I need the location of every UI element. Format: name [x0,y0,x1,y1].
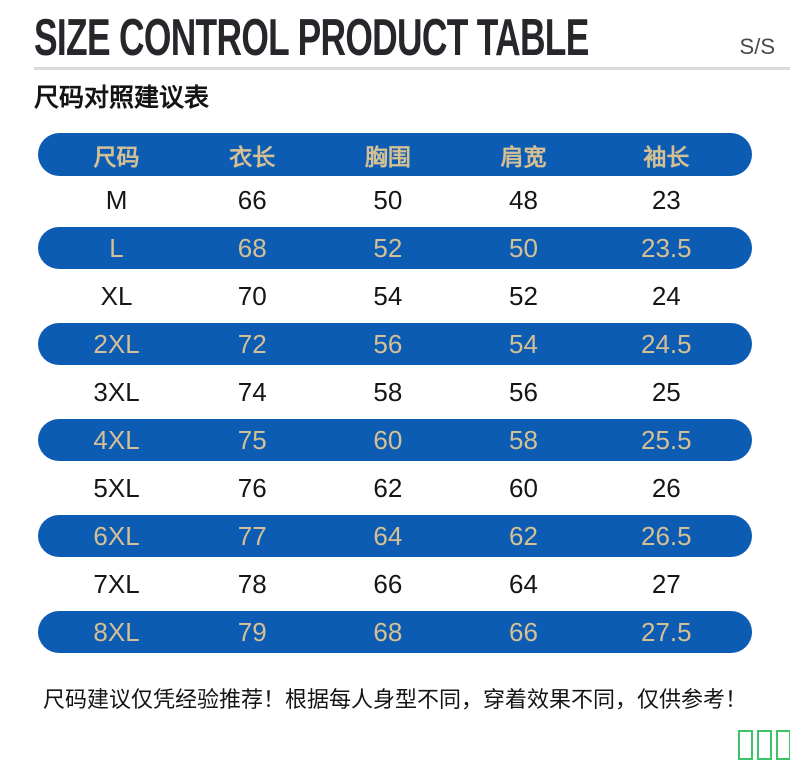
table-cell-size: 4XL [93,424,140,455]
table-cell-chest: 62 [373,472,403,503]
table-cell-shoulder: 66 [509,616,538,647]
table-cell-sleeve: 25 [651,376,681,407]
table-row: XL 70 54 52 24 [38,272,752,320]
table-cell-chest: 54 [373,280,403,311]
table-row: L 68 52 50 23.5 [38,227,752,269]
table-cell-chest: 50 [373,184,403,215]
table-row: 4XL 75 60 58 25.5 [38,419,752,461]
page-title: SIZE CONTROL PRODUCT TABLE [34,9,589,67]
season-label: S/S [739,34,775,59]
size-table: 尺码 衣长 胸围 肩宽 袖长 M 66 50 48 23 L 68 52 50 … [38,133,752,656]
table-row: 8XL 79 68 66 27.5 [38,611,752,653]
table-cell-chest: 68 [373,616,403,647]
table-cell-size: 5XL [93,472,140,503]
watermark-box [738,730,753,760]
subtitle: 尺码对照建议表 [34,84,210,112]
table-cell-size: 8XL [93,616,140,647]
watermark-box [776,730,790,760]
table-cell-shoulder: 62 [509,520,538,551]
table-cell-length: 66 [237,184,267,215]
table-cell-chest: 66 [373,568,403,599]
table-cell-sleeve: 25.5 [641,424,692,455]
table-row: 7XL 78 66 64 27 [38,560,752,608]
table-cell-chest: 52 [373,232,403,263]
table-cell-chest: 64 [373,520,403,551]
table-cell-size: 7XL [93,568,140,599]
table-cell-size: 3XL [93,376,140,407]
table-cell-shoulder: 56 [509,376,538,407]
table-cell-sleeve: 26.5 [641,520,692,551]
table-cell-size: 6XL [93,520,140,551]
table-row: 3XL 74 58 56 25 [38,368,752,416]
column-header-length: 衣长 [229,143,276,170]
column-header-shoulder: 肩宽 [500,143,547,170]
column-header-sleeve: 袖长 [643,143,690,170]
table-cell-size: M [105,184,128,215]
table-cell-shoulder: 64 [509,568,538,599]
table-cell-length: 77 [237,520,267,551]
table-cell-size: XL [100,280,133,311]
table-cell-sleeve: 23 [651,184,681,215]
table-cell-sleeve: 27.5 [641,616,692,647]
table-cell-length: 68 [237,232,267,263]
column-header-size: 尺码 [93,143,140,170]
table-row: M 66 50 48 23 [38,176,752,224]
table-cell-chest: 56 [373,328,403,359]
table-row: 2XL 72 56 54 24.5 [38,323,752,365]
table-cell-chest: 58 [373,376,403,407]
table-cell-shoulder: 48 [509,184,538,215]
table-cell-length: 78 [237,568,267,599]
table-cell-shoulder: 52 [509,280,538,311]
table-cell-length: 72 [237,328,267,359]
table-cell-sleeve: 23.5 [641,232,692,263]
table-cell-length: 79 [237,616,267,647]
size-table-body: M 66 50 48 23 L 68 52 50 23.5 XL 70 54 5… [38,176,752,653]
table-cell-chest: 60 [373,424,403,455]
table-cell-shoulder: 50 [509,232,538,263]
table-cell-length: 74 [237,376,267,407]
table-cell-length: 70 [237,280,267,311]
watermark-box [757,730,772,760]
table-cell-shoulder: 58 [509,424,538,455]
table-cell-sleeve: 26 [651,472,681,503]
table-cell-sleeve: 27 [651,568,681,599]
watermark [738,730,790,760]
table-cell-shoulder: 54 [509,328,538,359]
column-header-chest: 胸围 [364,143,411,170]
table-cell-size: L [109,232,124,263]
table-cell-length: 75 [237,424,267,455]
table-row: 5XL 76 62 60 26 [38,464,752,512]
table-cell-sleeve: 24 [651,280,681,311]
title-divider [34,67,790,70]
table-cell-length: 76 [237,472,267,503]
table-cell-sleeve: 24.5 [641,328,692,359]
table-row: 6XL 77 64 62 26.5 [38,515,752,557]
table-header-row: 尺码 衣长 胸围 肩宽 袖长 [38,133,752,176]
table-cell-size: 2XL [93,328,140,359]
table-cell-shoulder: 60 [509,472,538,503]
footer-note: 尺码建议仅凭经验推荐！根据每人身型不同，穿着效果不同，仅供参考！ [42,687,747,712]
